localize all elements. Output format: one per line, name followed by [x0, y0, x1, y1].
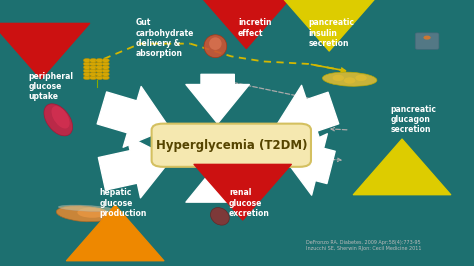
FancyBboxPatch shape: [415, 33, 439, 49]
Text: Hyperglycemia (T2DM): Hyperglycemia (T2DM): [155, 139, 307, 152]
Ellipse shape: [333, 75, 344, 81]
Ellipse shape: [365, 175, 399, 192]
Circle shape: [83, 65, 91, 69]
Circle shape: [96, 62, 103, 66]
Text: hepatic
glucose
production: hepatic glucose production: [99, 188, 146, 218]
Ellipse shape: [370, 178, 379, 183]
Circle shape: [83, 62, 91, 66]
Ellipse shape: [77, 207, 108, 218]
Circle shape: [102, 69, 109, 73]
Circle shape: [90, 72, 97, 76]
FancyBboxPatch shape: [152, 124, 311, 167]
Circle shape: [96, 76, 103, 80]
Text: pancreatic
insulin
secretion: pancreatic insulin secretion: [309, 18, 355, 48]
Circle shape: [90, 65, 97, 69]
Circle shape: [96, 69, 103, 73]
Ellipse shape: [44, 104, 73, 136]
Text: renal
glucose
excretion: renal glucose excretion: [229, 188, 270, 218]
Ellipse shape: [344, 77, 356, 84]
Circle shape: [102, 76, 109, 80]
Text: incretin
effect: incretin effect: [238, 18, 272, 38]
Ellipse shape: [209, 37, 222, 50]
Ellipse shape: [377, 176, 386, 181]
Circle shape: [90, 76, 97, 80]
Ellipse shape: [322, 72, 377, 86]
Ellipse shape: [210, 207, 229, 225]
Circle shape: [90, 62, 97, 66]
Circle shape: [102, 65, 109, 69]
Circle shape: [102, 58, 109, 63]
Circle shape: [96, 65, 103, 69]
Text: Gut
carbohydrate
delivery &
absorption: Gut carbohydrate delivery & absorption: [136, 18, 194, 59]
Text: peripheral
glucose
uptake: peripheral glucose uptake: [28, 72, 73, 101]
Circle shape: [102, 62, 109, 66]
Text: DeFronzo RA. Diabetes. 2009 Apr;58(4):773-95
Inzucchi SE, Sherwin RJon: Cecil Me: DeFronzo RA. Diabetes. 2009 Apr;58(4):77…: [306, 240, 422, 251]
Circle shape: [83, 72, 91, 76]
Ellipse shape: [52, 106, 70, 128]
Circle shape: [90, 69, 97, 73]
Circle shape: [83, 69, 91, 73]
Ellipse shape: [56, 206, 110, 222]
Ellipse shape: [204, 35, 227, 58]
Circle shape: [90, 58, 97, 63]
Text: pancreatic
glucagon
secretion: pancreatic glucagon secretion: [391, 105, 437, 134]
Ellipse shape: [386, 182, 395, 187]
Circle shape: [423, 36, 431, 40]
Circle shape: [102, 72, 109, 76]
Ellipse shape: [384, 178, 393, 183]
Circle shape: [96, 72, 103, 76]
Circle shape: [83, 76, 91, 80]
Circle shape: [83, 58, 91, 63]
Ellipse shape: [368, 182, 377, 187]
Ellipse shape: [58, 205, 113, 211]
Circle shape: [96, 58, 103, 63]
Ellipse shape: [356, 75, 367, 81]
